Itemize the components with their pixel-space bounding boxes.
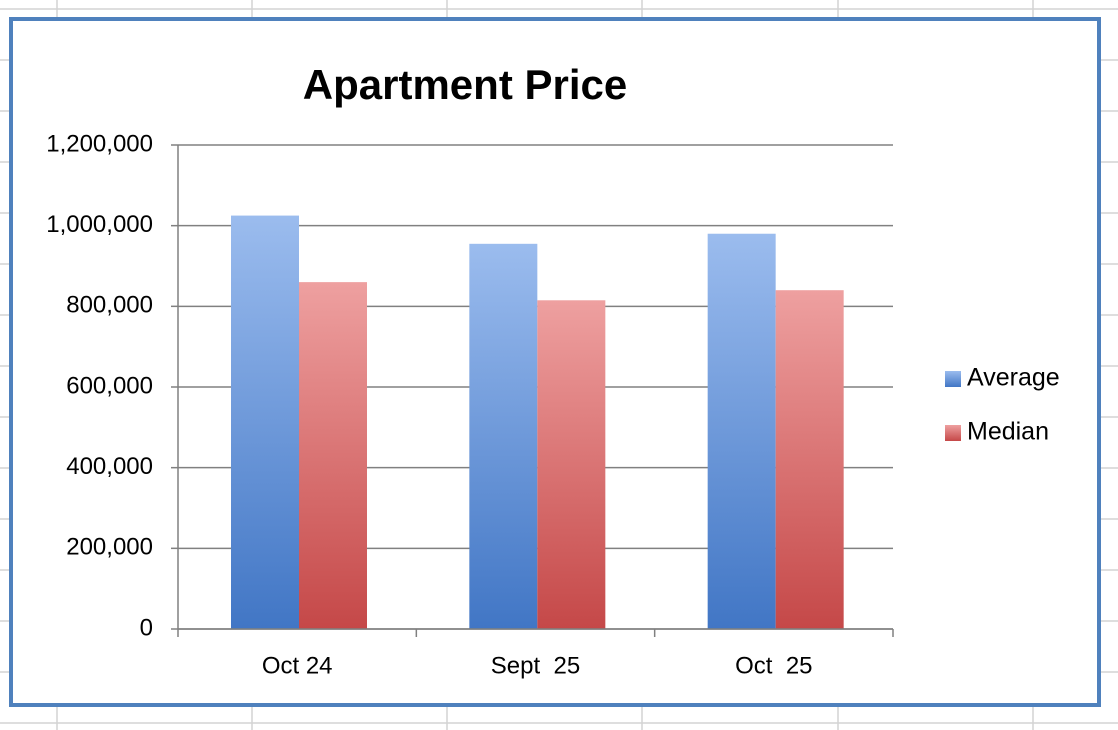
bar	[707, 233, 776, 629]
y-tick-label: 1,200,000	[46, 130, 153, 157]
y-tick-label: 0	[140, 614, 153, 641]
y-tick-label: 800,000	[66, 292, 153, 319]
bar	[231, 215, 299, 630]
x-tick-label: Oct 25	[735, 652, 812, 679]
x-tick-label: Oct 24	[262, 652, 333, 679]
y-tick-label: 600,000	[66, 372, 153, 399]
legend-label: Average	[967, 364, 1060, 392]
legend-swatch	[945, 425, 961, 441]
bar	[299, 282, 367, 629]
x-tick-label: Sept 25	[491, 652, 580, 679]
bar	[537, 300, 606, 629]
y-tick-label: 400,000	[66, 453, 153, 480]
bar	[775, 290, 844, 629]
legend-swatch	[945, 371, 961, 387]
chart-title: Apartment Price	[303, 61, 627, 108]
bar	[469, 243, 538, 630]
legend-label: Median	[967, 418, 1049, 446]
chart: Apartment Price 0 200,000 400,000 600,000 80…	[46, 61, 1059, 679]
y-tick-label: 200,000	[66, 534, 153, 561]
y-tick-label: 1,000,000	[46, 211, 153, 238]
